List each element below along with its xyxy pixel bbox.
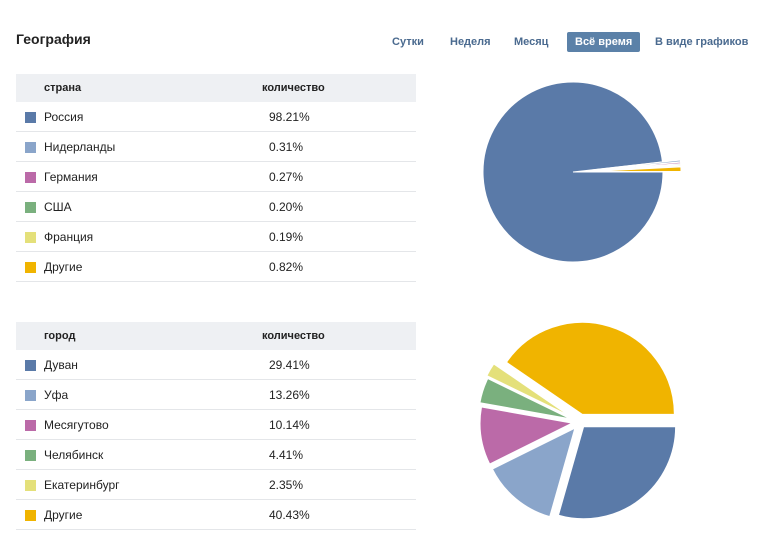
country-name: Нидерланды xyxy=(44,140,116,154)
country-percent: 0.27% xyxy=(269,170,304,184)
country-percent: 0.20% xyxy=(269,200,304,214)
countries-pie-chart xyxy=(482,81,682,263)
legend-swatch xyxy=(25,390,36,401)
country-percent: 0.82% xyxy=(269,260,304,274)
table-row: Другие 40.43% xyxy=(16,500,416,530)
city-column-header: город xyxy=(44,330,76,342)
city-percent: 40.43% xyxy=(269,508,310,522)
table-row: Уфа 13.26% xyxy=(16,380,416,410)
cities-table: город количество Дуван 29.41% Уфа 13.26% М… xyxy=(16,322,416,530)
legend-swatch xyxy=(25,142,36,153)
tab-day[interactable]: Сутки xyxy=(392,36,424,48)
legend-swatch xyxy=(25,360,36,371)
city-name: Екатеринбург xyxy=(44,478,120,492)
pie-slice xyxy=(590,166,682,173)
city-percent: 13.26% xyxy=(269,388,310,402)
pie-slice xyxy=(590,164,682,172)
table-row: Германия 0.27% xyxy=(16,162,416,192)
legend-swatch xyxy=(25,232,36,243)
country-percent: 0.31% xyxy=(269,140,304,154)
legend-swatch xyxy=(25,510,36,521)
table-row: Другие 0.82% xyxy=(16,252,416,282)
tab-week[interactable]: Неделя xyxy=(450,36,491,48)
city-percent: 4.41% xyxy=(269,448,304,462)
city-percent: 29.41% xyxy=(269,358,310,372)
pie-slice xyxy=(557,426,677,520)
table-row: Россия 98.21% xyxy=(16,102,416,132)
legend-swatch xyxy=(25,450,36,461)
city-name: Челябинск xyxy=(44,448,104,462)
city-value-column-header: количество xyxy=(262,330,325,342)
table-row: Челябинск 4.41% xyxy=(16,440,416,470)
country-name: Другие xyxy=(44,260,83,274)
pie-slice xyxy=(479,406,574,465)
pie-slice xyxy=(486,363,570,417)
country-name: США xyxy=(44,200,72,214)
legend-swatch xyxy=(25,420,36,431)
countries-table-header: страна количество xyxy=(16,74,416,102)
table-row: США 0.20% xyxy=(16,192,416,222)
pie-slice xyxy=(505,321,675,415)
table-row: Екатеринбург 2.35% xyxy=(16,470,416,500)
legend-swatch xyxy=(25,202,36,213)
country-name: Франция xyxy=(44,230,94,244)
section-title: География xyxy=(16,31,91,47)
country-name: Россия xyxy=(44,110,84,124)
city-percent: 2.35% xyxy=(269,478,304,492)
table-row: Месягутово 10.14% xyxy=(16,410,416,440)
legend-swatch xyxy=(25,480,36,491)
pie-slice xyxy=(482,81,664,263)
tab-month[interactable]: Месяц xyxy=(514,36,549,48)
legend-swatch xyxy=(25,172,36,183)
tab-charts-view[interactable]: В виде графиков xyxy=(655,36,749,48)
country-percent: 0.19% xyxy=(269,230,304,244)
country-name: Германия xyxy=(44,170,98,184)
city-name: Дуван xyxy=(44,358,78,372)
cities-pie-chart xyxy=(479,321,677,520)
table-row: Нидерланды 0.31% xyxy=(16,132,416,162)
countries-table: страна количество Россия 98.21% Нидерланд… xyxy=(16,74,416,282)
tab-all-time[interactable]: Всё время xyxy=(567,32,641,52)
city-name: Другие xyxy=(44,508,83,522)
cities-table-header: город количество xyxy=(16,322,416,350)
country-percent: 98.21% xyxy=(269,110,310,124)
city-name: Месягутово xyxy=(44,418,109,432)
city-percent: 10.14% xyxy=(269,418,310,432)
period-tabs: Сутки Неделя Месяц Всё время В виде граф… xyxy=(380,32,750,52)
legend-swatch xyxy=(25,262,36,273)
country-column-header: страна xyxy=(44,82,82,94)
city-name: Уфа xyxy=(44,388,69,402)
pie-slice xyxy=(479,377,571,420)
country-value-column-header: количество xyxy=(262,82,325,94)
table-row: Дуван 29.41% xyxy=(16,350,416,380)
pie-slice xyxy=(491,427,576,518)
table-row: Франция 0.19% xyxy=(16,222,416,252)
legend-swatch xyxy=(25,112,36,123)
